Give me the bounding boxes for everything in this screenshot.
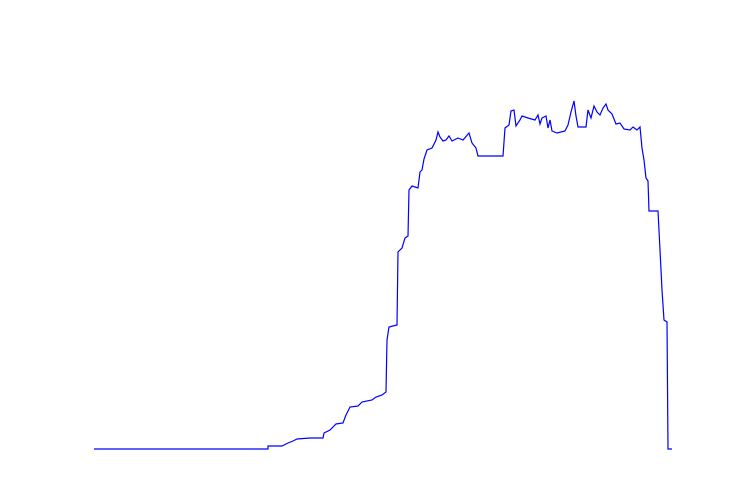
data-line (94, 100, 672, 450)
